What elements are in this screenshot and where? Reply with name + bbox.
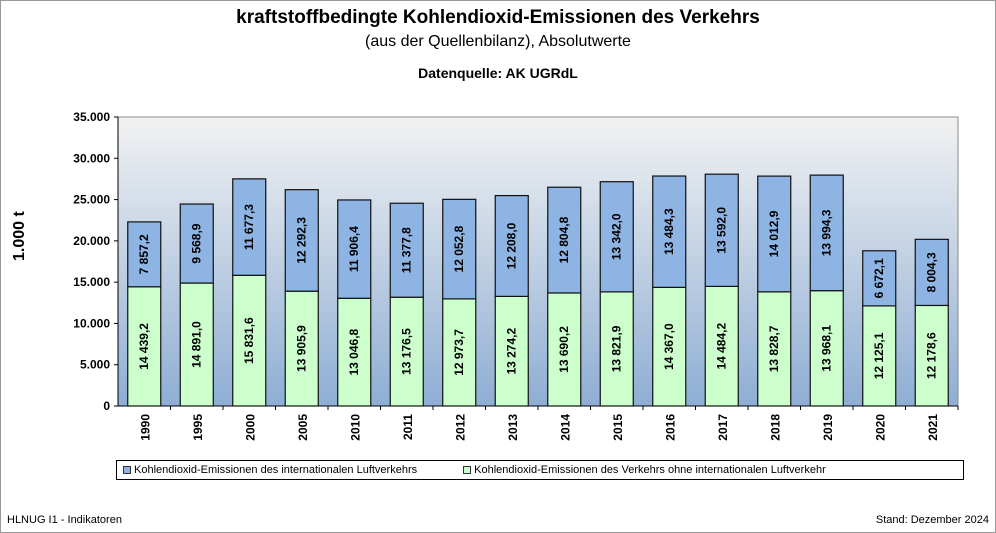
bar-segment (862, 250, 897, 307)
data-label: 12 052,8 (452, 225, 466, 272)
data-label: 13 046,8 (347, 328, 361, 375)
data-label: 14 484,2 (715, 323, 729, 370)
bar-segment (704, 173, 739, 288)
data-label: 13 905,9 (295, 325, 309, 372)
y-tick-label: 35.000 (73, 110, 110, 124)
data-source: Datenquelle: AK UGRdL (418, 65, 578, 81)
data-label: 6 672,1 (872, 258, 886, 298)
data-label: 11 377,8 (400, 227, 414, 273)
bar-segment (599, 181, 634, 293)
bar-segment (284, 290, 319, 407)
x-tick-label: 2014 (558, 414, 572, 441)
bar-segment (127, 221, 162, 288)
y-tick-label: 15.000 (73, 275, 110, 289)
x-tick-label: 1995 (191, 414, 205, 441)
bar-segment (337, 297, 372, 407)
x-tick-label: 2018 (768, 414, 782, 441)
bar-segment (442, 198, 477, 300)
data-label: 12 125,1 (872, 332, 886, 379)
data-label: 13 690,2 (557, 326, 571, 373)
data-label: 13 176,5 (400, 328, 414, 375)
data-label: 8 004,3 (925, 252, 939, 292)
bar-segment (494, 194, 529, 297)
x-tick-label: 2016 (663, 414, 677, 441)
data-label: 11 906,4 (347, 226, 361, 272)
data-label: 13 274,2 (505, 328, 519, 375)
legend-item-international: Kohlendioxid-Emissionen des internationa… (123, 464, 417, 476)
bar-segment (179, 282, 214, 407)
data-label: 13 484,3 (662, 208, 676, 255)
x-tick-label: 2020 (873, 414, 887, 441)
data-label: 14 367,0 (662, 323, 676, 370)
y-tick-label: 20.000 (73, 234, 110, 248)
x-tick-label: 1990 (138, 414, 152, 441)
bar-segment (652, 175, 687, 288)
x-tick-label: 2021 (926, 414, 940, 441)
data-label: 14 439,2 (137, 323, 151, 370)
bar-segment (809, 174, 844, 292)
data-label: 12 804,8 (557, 216, 571, 263)
y-tick-label: 25.000 (73, 193, 110, 207)
bar-segment (547, 186, 582, 294)
y-tick-label: 10.000 (73, 316, 110, 330)
bar-segment (337, 199, 372, 299)
bar-segment (389, 202, 424, 298)
data-label: 13 968,1 (820, 325, 834, 372)
y-tick-label: 5.000 (80, 358, 110, 372)
x-tick-label: 2000 (243, 414, 257, 441)
bar-segment (232, 178, 267, 276)
data-label: 9 568,9 (190, 223, 204, 263)
legend-swatch (463, 466, 472, 474)
bar-segment (757, 175, 792, 293)
data-label: 13 994,3 (820, 209, 834, 256)
legend-swatch (123, 466, 131, 474)
data-label: 13 342,0 (610, 213, 624, 260)
footer-left: HLNUG I1 - Indikatoren (7, 514, 122, 526)
chart-subtitle: (aus der Quellenbilanz), Absolutwerte (365, 33, 631, 50)
data-label: 12 208,0 (505, 222, 519, 269)
data-label: 13 592,0 (715, 207, 729, 254)
chart-title: kraftstoffbedingte Kohlendioxid-Emission… (236, 7, 760, 28)
bar-segment (599, 291, 634, 407)
bar-segment (914, 238, 949, 307)
legend-item-domestic: Kohlendioxid-Emissionen des Verkehrs ohn… (463, 464, 826, 476)
data-label: 13 821,9 (610, 325, 624, 372)
x-tick-label: 2005 (296, 414, 310, 441)
y-tick-label: 30.000 (73, 151, 110, 165)
data-label: 12 973,7 (452, 329, 466, 376)
data-label: 14 891,0 (190, 321, 204, 368)
x-tick-label: 2012 (453, 414, 467, 441)
bar-segment (757, 291, 792, 407)
bar-segment (652, 286, 687, 407)
bar-segment (442, 298, 477, 407)
bar-segment (284, 189, 319, 292)
bar-segment (862, 305, 897, 407)
data-label: 13 828,7 (767, 325, 781, 372)
x-tick-label: 2010 (348, 414, 362, 441)
x-tick-label: 2011 (401, 414, 415, 440)
bar-segment (809, 290, 844, 407)
data-label: 15 831,6 (242, 317, 256, 364)
data-label: 7 857,2 (137, 234, 151, 274)
bar-segment (704, 285, 739, 407)
data-label: 12 178,6 (925, 332, 939, 379)
legend: Kohlendioxid-Emissionen des internationa… (116, 460, 964, 480)
data-label: 14 012,9 (767, 210, 781, 257)
x-tick-label: 2017 (716, 414, 730, 441)
x-tick-label: 2013 (506, 414, 520, 441)
bar-segment (232, 274, 267, 407)
data-label: 11 677,3 (242, 204, 256, 250)
legend-label: Kohlendioxid-Emissionen des internationa… (134, 464, 418, 476)
footer-right: Stand: Dezember 2024 (875, 514, 989, 526)
bar-segment (179, 203, 214, 284)
legend-label: Kohlendioxid-Emissionen des Verkehrs ohn… (474, 464, 826, 476)
x-tick-label: 2015 (611, 414, 625, 441)
data-label: 12 292,3 (295, 217, 309, 264)
bar-segment (127, 286, 162, 407)
x-tick-label: 2019 (821, 414, 835, 441)
y-tick-label: 0 (103, 399, 110, 413)
